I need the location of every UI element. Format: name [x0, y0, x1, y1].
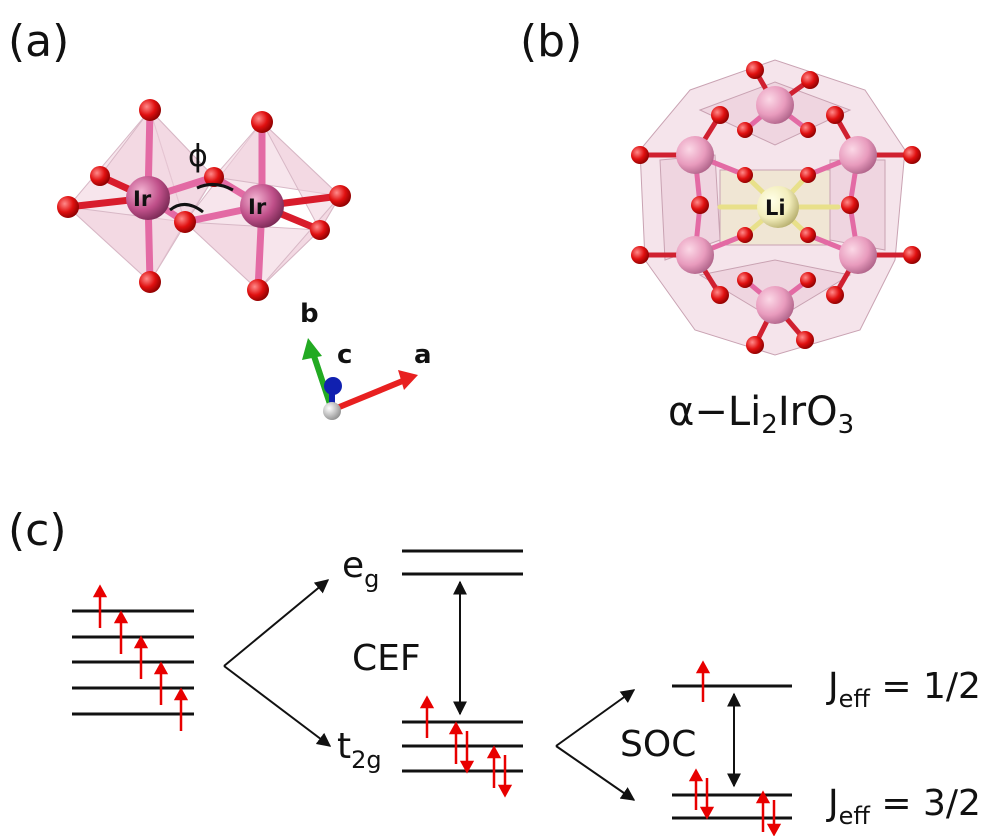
panel-label-b: (b) [520, 16, 582, 67]
t2g-spins [419, 695, 513, 798]
jeff-three-half-label: Jeff = 3/2 [826, 783, 981, 830]
eg-levels [402, 549, 523, 576]
split-arrow-t2g [223, 665, 332, 747]
lithium-atom [757, 186, 799, 228]
free-ion-levels [72, 609, 194, 716]
split-arrow-j3half [555, 745, 636, 801]
axis-c-head [324, 377, 342, 395]
iridium-atom-left [126, 176, 170, 220]
oxygen-atoms [57, 99, 351, 301]
honeycomb-structure: Li [631, 59, 921, 356]
crystal-axes: a b c [300, 299, 432, 420]
t2g-label: t2g [337, 726, 382, 774]
oxygen-atoms-honeycomb [631, 61, 921, 354]
axis-c-label: c [337, 340, 352, 370]
axis-b-label: b [300, 299, 319, 329]
axis-b-arrowhead [302, 338, 322, 360]
formula-label: α−Li2IrO3 [668, 389, 854, 440]
axis-a-arrowhead [398, 370, 418, 390]
split-arrow-jhalf [555, 689, 636, 747]
bond-angle-symbol: ϕ [188, 139, 208, 174]
eg-label: eg [342, 545, 379, 593]
bond-angle-arc-upper [196, 183, 234, 192]
jeff-spins [688, 660, 782, 836]
ir-label-right: Ir [248, 195, 267, 219]
soc-label: SOC [620, 724, 696, 765]
iridium-atoms-honeycomb [676, 86, 877, 324]
panel-label-c: (c) [8, 505, 67, 556]
cef-label: CEF [352, 638, 421, 679]
axis-a-label: a [414, 340, 432, 370]
bond-angle-arc-lower [169, 203, 204, 214]
free-ion-spins [92, 584, 189, 731]
octahedron-right [183, 120, 342, 292]
axis-a-shaft [330, 377, 407, 413]
jeff-half-label: Jeff = 1/2 [826, 666, 981, 713]
li-label: Li [765, 196, 786, 220]
ir-label-left: Ir [133, 187, 152, 211]
panel-label-a: (a) [8, 16, 69, 67]
ir-dimer-structure: Ir Ir ϕ [57, 99, 351, 301]
split-arrow-eg [223, 579, 330, 667]
iridium-atom-right [240, 184, 284, 228]
axis-origin [323, 402, 341, 420]
t2g-levels [402, 720, 523, 773]
